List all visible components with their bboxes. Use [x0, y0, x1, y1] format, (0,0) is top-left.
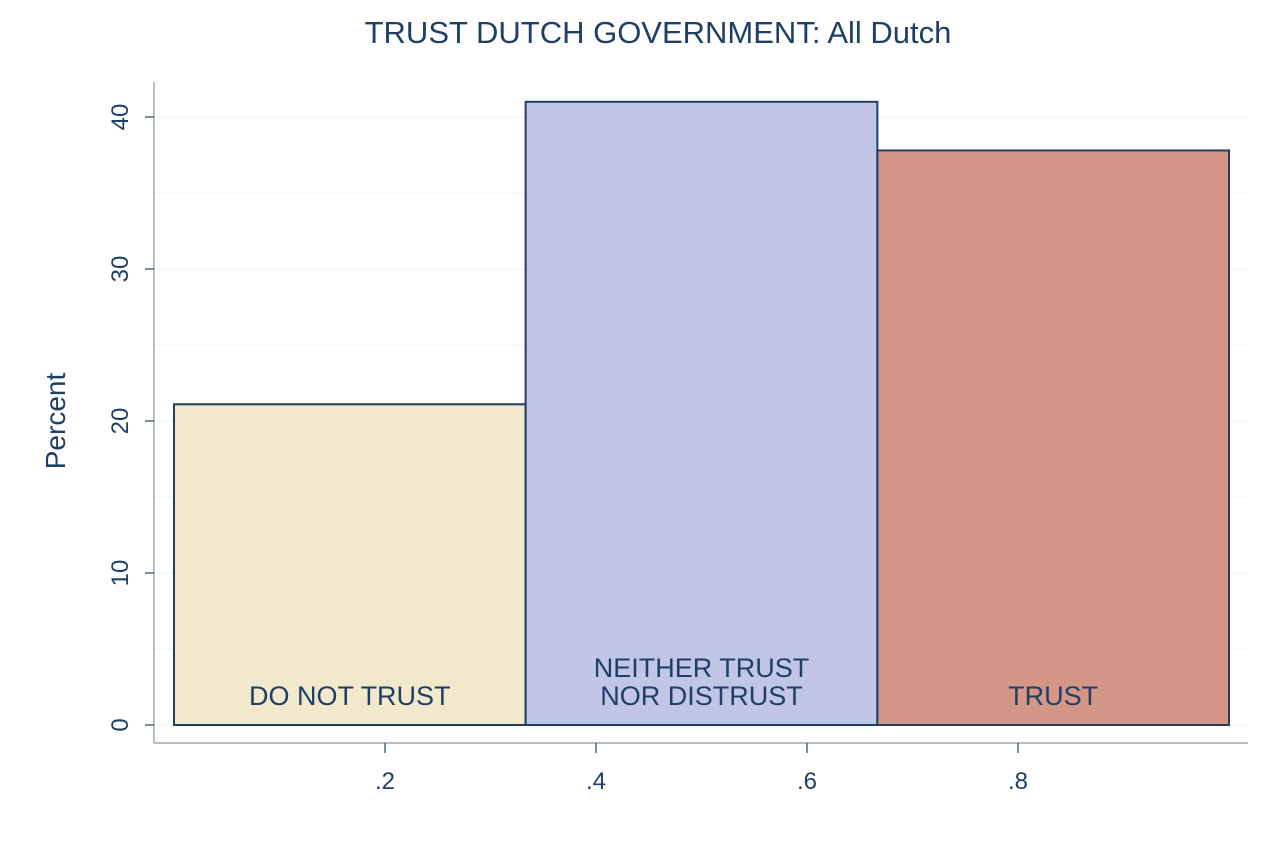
bars	[173, 100, 1231, 727]
bar-2	[876, 149, 1231, 726]
bar-label-2: TRUST	[1008, 681, 1098, 711]
bar-label-0: DO NOT TRUST	[249, 681, 451, 711]
y-axis-label: Percent	[40, 373, 71, 470]
bar-0	[173, 403, 527, 726]
x-tick-label: .4	[586, 768, 606, 795]
chart-title: TRUST DUTCH GOVERNMENT: All Dutch	[365, 15, 952, 50]
y-tick-label: 30	[107, 256, 134, 283]
x-tick-label: .8	[1008, 768, 1028, 795]
y-tick-label: 0	[107, 718, 134, 731]
x-tick-label: .6	[797, 768, 817, 795]
y-tick-label: 20	[107, 408, 134, 435]
y-tick-label: 40	[107, 104, 134, 131]
axes	[153, 82, 1248, 744]
y-ticks: 0 10 20 30 40	[107, 104, 154, 732]
x-ticks: .2 .4 .6 .8	[375, 743, 1028, 795]
bar-label-1: NEITHER TRUST	[594, 653, 810, 683]
bar-1	[524, 100, 879, 727]
y-tick-label: 10	[107, 560, 134, 587]
x-tick-label: .2	[375, 768, 395, 795]
bar-label-1: NOR DISTRUST	[600, 681, 803, 711]
